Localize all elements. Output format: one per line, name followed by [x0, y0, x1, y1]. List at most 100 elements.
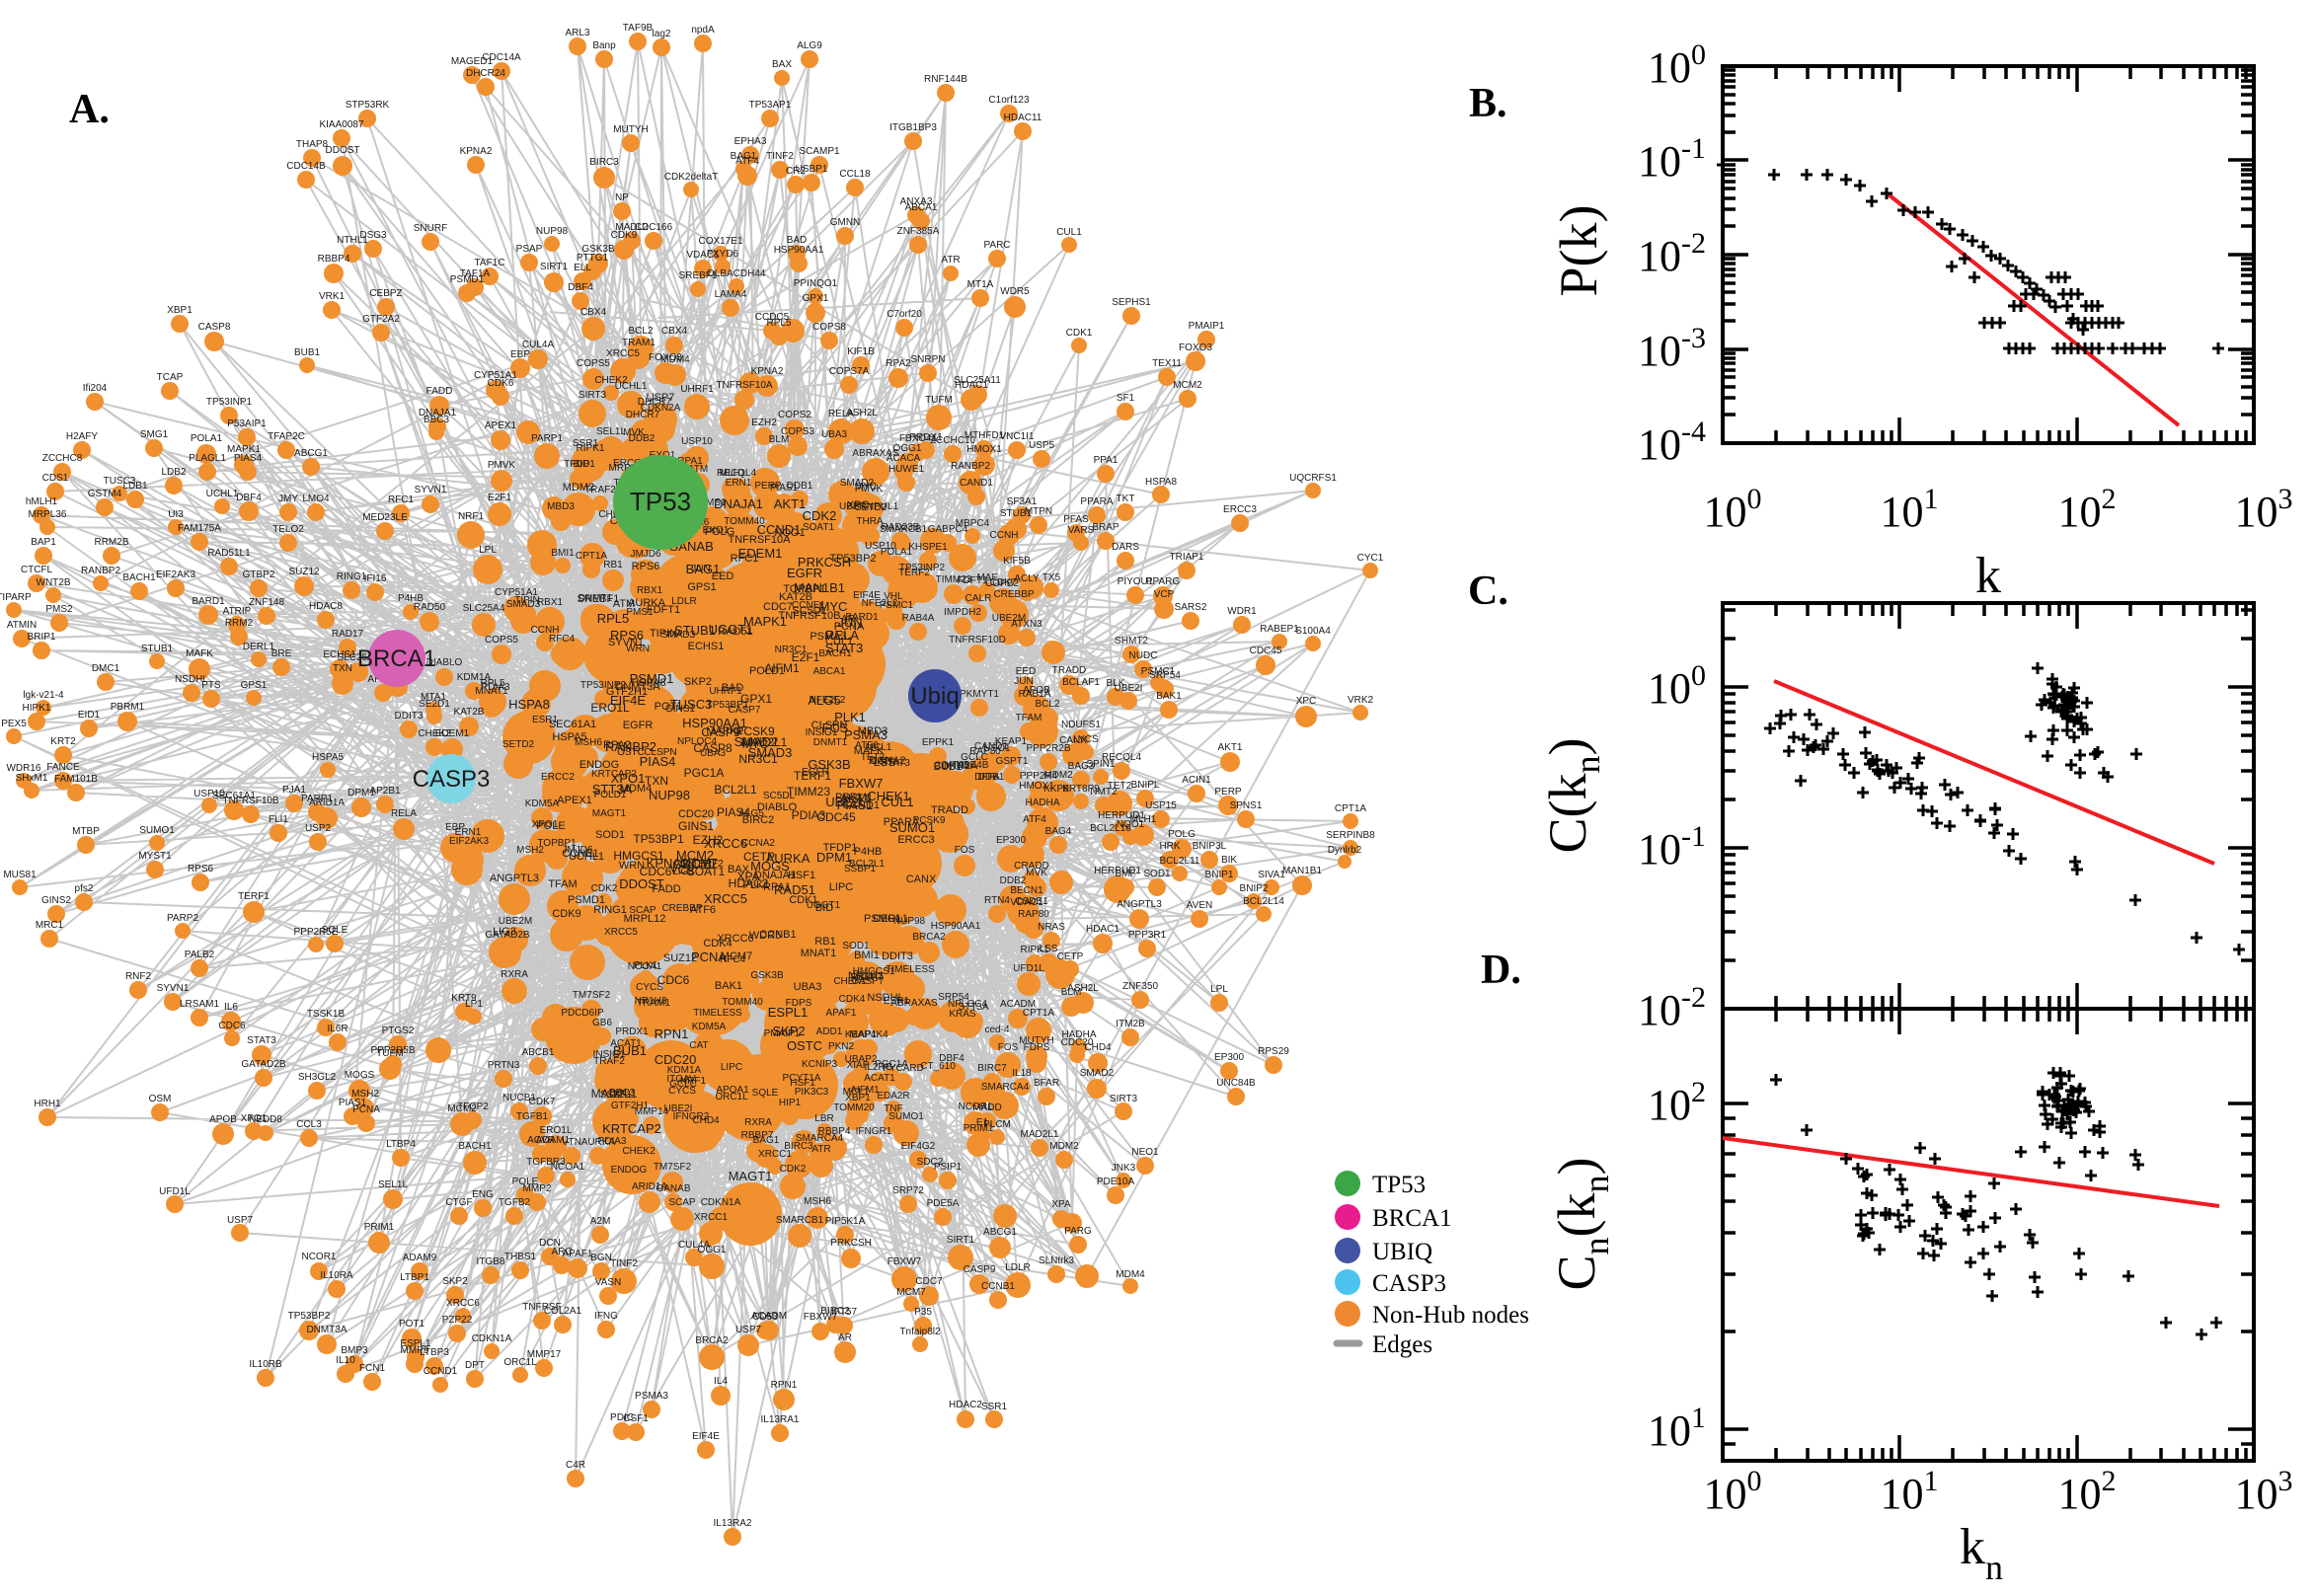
svg-text:103: 103	[2235, 483, 2293, 536]
svg-text:NUCB1: NUCB1	[502, 1093, 536, 1103]
svg-text:ACAT1: ACAT1	[610, 1038, 642, 1049]
svg-text:TOPBP1: TOPBP1	[783, 583, 825, 595]
svg-text:SMAD2: SMAD2	[1080, 1068, 1115, 1079]
svg-text:IL4: IL4	[714, 1376, 728, 1387]
svg-text:BECN1: BECN1	[1010, 885, 1043, 896]
svg-text:CDC20: CDC20	[678, 808, 714, 820]
svg-text:PDIA3: PDIA3	[598, 1136, 627, 1147]
svg-text:GABPC4: GABPC4	[928, 524, 968, 535]
svg-text:UBA3: UBA3	[794, 981, 822, 993]
svg-text:CDK2deltaT: CDK2deltaT	[664, 172, 718, 183]
svg-text:JUN: JUN	[691, 564, 710, 574]
svg-text:DIABLO: DIABLO	[426, 657, 463, 668]
svg-text:RXRA: RXRA	[744, 1117, 772, 1128]
svg-text:ECHS1: ECHS1	[323, 649, 356, 660]
svg-text:HSPA8: HSPA8	[508, 697, 550, 712]
svg-text:KRAS: KRAS	[949, 1009, 976, 1020]
svg-text:XPO1: XPO1	[532, 819, 559, 830]
svg-text:HDAC2: HDAC2	[729, 876, 769, 890]
svg-text:CCNB1: CCNB1	[981, 1281, 1015, 1292]
svg-text:RBBP4: RBBP4	[318, 254, 350, 265]
svg-text:BAG1: BAG1	[686, 562, 721, 576]
svg-text:RANBP2: RANBP2	[605, 739, 656, 754]
svg-text:EIF4G2: EIF4G2	[901, 1141, 936, 1152]
svg-text:BCL2L1: BCL2L1	[849, 859, 886, 870]
svg-text:NSDHL: NSDHL	[867, 992, 903, 1004]
svg-text:DIABLO: DIABLO	[757, 801, 798, 813]
svg-text:MLH1: MLH1	[1130, 814, 1157, 825]
svg-text:TP53BP1: TP53BP1	[707, 700, 749, 711]
svg-text:PDIC: PDIC	[610, 1412, 634, 1423]
svg-text:IL18: IL18	[1012, 1068, 1032, 1079]
svg-text:FADD: FADD	[652, 883, 680, 895]
svg-text:CDK7: CDK7	[990, 577, 1017, 588]
svg-text:CUL1: CUL1	[881, 795, 913, 809]
svg-text:NFE2L2: NFE2L2	[810, 695, 846, 706]
svg-text:PGC1A: PGC1A	[875, 1059, 908, 1070]
svg-text:LIG3: LIG3	[493, 926, 516, 938]
svg-text:CTGF: CTGF	[445, 1197, 472, 1208]
svg-text:SIRT1: SIRT1	[947, 1235, 975, 1246]
svg-text:XRCC5: XRCC5	[606, 348, 640, 359]
svg-text:DSG3: DSG3	[359, 230, 387, 241]
svg-text:INSIG1: INSIG1	[593, 1049, 626, 1060]
svg-text:KAT2B: KAT2B	[454, 707, 485, 718]
svg-text:CDK4: CDK4	[839, 994, 866, 1005]
svg-text:E2F1: E2F1	[488, 493, 511, 503]
svg-text:POLE: POLE	[512, 1177, 539, 1187]
svg-text:FBXW7: FBXW7	[804, 1312, 838, 1323]
svg-text:SPIN1: SPIN1	[1087, 759, 1116, 770]
svg-text:102: 102	[2058, 483, 2117, 536]
svg-text:SSR1: SSR1	[573, 438, 599, 449]
svg-text:POLE: POLE	[536, 820, 565, 832]
svg-text:ABCA1: ABCA1	[813, 666, 846, 677]
svg-text:PCNA: PCNA	[352, 1104, 380, 1115]
svg-text:RAB1A: RAB1A	[1019, 689, 1051, 700]
svg-text:CALR: CALR	[965, 593, 992, 604]
svg-text:SKP2: SKP2	[772, 1024, 805, 1038]
svg-text:PDCD6IP: PDCD6IP	[561, 1008, 604, 1019]
svg-text:DARS: DARS	[1112, 542, 1139, 553]
svg-text:UBERNPUL1: UBERNPUL1	[839, 501, 898, 512]
svg-text:PSMC1: PSMC1	[864, 913, 901, 925]
svg-text:SKP2: SKP2	[442, 1276, 468, 1287]
svg-text:BRCA2: BRCA2	[912, 932, 946, 943]
svg-text:ERCC3: ERCC3	[1223, 504, 1257, 515]
svg-text:DERL1: DERL1	[873, 913, 907, 925]
svg-text:CTCFL: CTCFL	[21, 565, 53, 575]
svg-text:PDE5A: PDE5A	[927, 1198, 960, 1209]
svg-text:CCL18: CCL18	[839, 169, 871, 180]
svg-text:EIF2AK3: EIF2AK3	[449, 836, 489, 847]
svg-text:DNAJA1: DNAJA1	[754, 870, 796, 881]
svg-text:PTTG1: PTTG1	[577, 253, 609, 264]
svg-text:SF1: SF1	[1117, 393, 1135, 404]
svg-text:CHEK2: CHEK2	[622, 1146, 656, 1157]
svg-text:PIAS4: PIAS4	[717, 805, 750, 819]
svg-text:CCNA2: CCNA2	[869, 755, 905, 767]
svg-text:RXRA: RXRA	[501, 969, 528, 980]
svg-text:CHD4: CHD4	[1084, 1042, 1112, 1053]
svg-text:ERO1L: ERO1L	[590, 701, 630, 715]
svg-text:HSP90AA1: HSP90AA1	[931, 921, 981, 932]
svg-text:SKP2: SKP2	[684, 676, 712, 688]
svg-text:EBP: EBP	[445, 822, 465, 833]
svg-text:JUN: JUN	[1014, 676, 1033, 687]
svg-text:TRAM1: TRAM1	[637, 998, 670, 1009]
svg-text:EZH2: EZH2	[693, 833, 724, 847]
svg-text:XPA: XPA	[1051, 1199, 1071, 1210]
svg-text:RAD51L1: RAD51L1	[207, 548, 251, 559]
svg-text:UQCRFS1: UQCRFS1	[1289, 473, 1337, 484]
svg-text:CDS1: CDS1	[42, 473, 69, 484]
svg-text:FCN1: FCN1	[359, 1363, 386, 1374]
svg-text:ADAM1: ADAM1	[536, 1135, 571, 1146]
svg-text:TXN: TXN	[333, 663, 352, 674]
svg-text:DBF4: DBF4	[236, 493, 262, 503]
svg-text:KPNA2: KPNA2	[751, 366, 784, 377]
svg-text:MTA1: MTA1	[944, 760, 969, 771]
svg-text:DNMT3A: DNMT3A	[306, 1325, 347, 1335]
svg-text:SH3GL2: SH3GL2	[298, 1072, 337, 1083]
svg-text:DHCR7: DHCR7	[638, 397, 672, 408]
svg-text:PSMD1: PSMD1	[450, 274, 485, 285]
svg-text:MCL1: MCL1	[843, 1087, 870, 1098]
svg-text:ACACA: ACACA	[887, 453, 921, 464]
